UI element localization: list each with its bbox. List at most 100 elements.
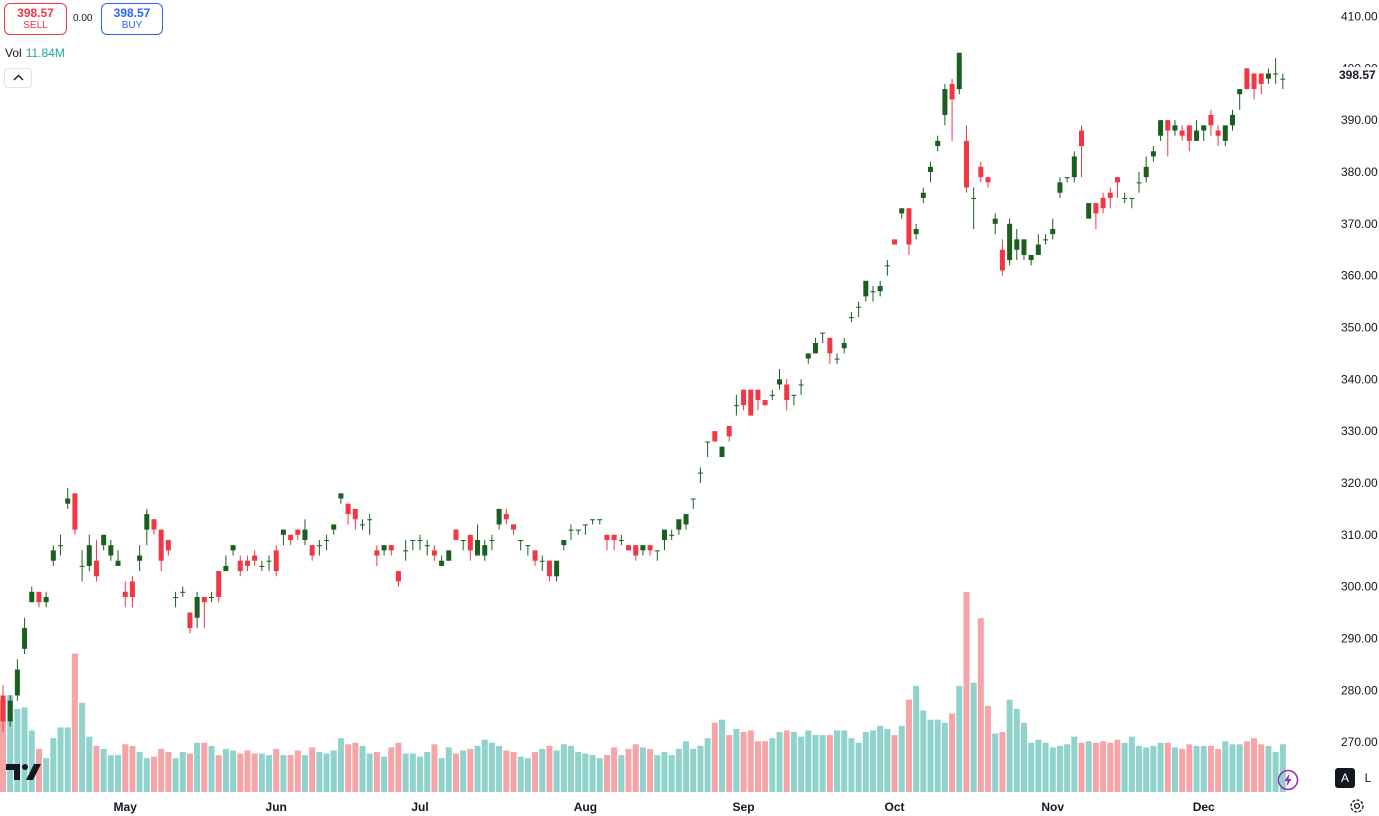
candle	[841, 337, 847, 354]
volume-bar	[632, 744, 639, 792]
candle	[7, 695, 13, 727]
candle	[173, 591, 179, 608]
volume-bar	[790, 732, 797, 792]
candle	[1129, 197, 1135, 209]
candle	[510, 524, 516, 535]
volume-bar	[510, 752, 517, 792]
candle	[1150, 146, 1156, 162]
candle	[856, 301, 862, 318]
sell-button[interactable]: 398.57 SELL	[4, 3, 67, 35]
volume-bar	[1064, 744, 1071, 792]
volume-bar	[927, 719, 934, 792]
candle	[1100, 192, 1106, 214]
price-tick-label: 290.00	[1341, 631, 1378, 645]
candle	[1107, 187, 1113, 209]
buy-label: BUY	[121, 20, 143, 31]
volume-bar	[186, 753, 193, 792]
volume-bar	[1114, 739, 1121, 792]
volume-bar	[381, 756, 388, 792]
candle	[575, 529, 581, 535]
candle	[86, 534, 92, 572]
volume-bar	[582, 753, 589, 792]
candle	[1007, 218, 1013, 266]
volume-bar	[1243, 741, 1250, 792]
volume-bar	[589, 755, 596, 792]
candle	[712, 431, 718, 442]
candle	[906, 208, 912, 255]
volume-bar	[488, 742, 495, 792]
candle	[1136, 171, 1142, 193]
volume-bar	[740, 732, 747, 792]
candle	[755, 389, 761, 411]
candle	[798, 379, 804, 395]
volume-bar	[668, 755, 675, 792]
candle	[360, 519, 365, 530]
candle	[22, 617, 28, 655]
lightning-icon[interactable]	[1277, 769, 1299, 791]
candle	[892, 239, 898, 245]
candle	[388, 545, 394, 556]
candle	[877, 280, 883, 297]
candle	[884, 260, 890, 276]
volume-bar	[934, 719, 941, 792]
candle	[115, 550, 121, 566]
tradingview-logo-icon[interactable]	[6, 762, 42, 782]
volume-bar	[467, 748, 474, 792]
candle	[1079, 125, 1084, 178]
candle	[827, 337, 833, 364]
last-price-label: 398.57	[1336, 67, 1379, 84]
candle	[1172, 120, 1178, 136]
auto-scale-button[interactable]: A	[1335, 768, 1355, 788]
volume-bar	[43, 758, 50, 792]
volume-bar	[115, 755, 122, 792]
volume-bar	[711, 722, 718, 792]
candle	[431, 545, 437, 561]
collapse-legend-button[interactable]	[4, 68, 32, 88]
candle	[554, 560, 560, 582]
sell-price: 398.57	[17, 6, 54, 20]
volume-bar	[913, 685, 920, 792]
candle	[812, 337, 818, 354]
candle	[209, 591, 215, 603]
settings-icon[interactable]	[1349, 798, 1365, 814]
candle	[1050, 218, 1056, 240]
price-tick-label: 270.00	[1341, 735, 1378, 749]
time-axis[interactable]: May Jun Jul Aug Sep Oct Nov Dec	[114, 800, 1216, 814]
volume-bar	[352, 742, 359, 792]
candle	[1057, 177, 1063, 198]
volume-legend[interactable]: Vol 11.84M	[5, 46, 65, 60]
price-axis[interactable]: 410.00400.00390.00380.00370.00360.00350.…	[1341, 10, 1378, 750]
volume-bar	[287, 755, 294, 792]
price-tick-label: 350.00	[1341, 320, 1378, 334]
volume-bar	[222, 748, 229, 792]
volume-bar	[438, 758, 445, 792]
candle	[1273, 57, 1279, 84]
volume-bar	[194, 742, 201, 792]
log-scale-button[interactable]: L	[1364, 771, 1372, 785]
candle	[302, 519, 308, 546]
volume-bar	[848, 738, 855, 792]
candle	[417, 534, 423, 551]
candle	[1143, 156, 1149, 183]
candle	[705, 441, 711, 458]
volume-bar	[201, 742, 208, 792]
volume-bar	[747, 730, 754, 792]
candle	[1064, 177, 1070, 183]
volume-bar	[50, 738, 57, 792]
volume-bar	[266, 755, 273, 792]
volume-bar	[1222, 741, 1229, 792]
buy-button[interactable]: 398.57 BUY	[101, 3, 163, 35]
candle	[36, 591, 42, 608]
volume-bar	[819, 735, 826, 792]
volume-bar	[301, 755, 308, 792]
volume-bar	[21, 707, 28, 792]
candle	[43, 591, 49, 608]
volume-bar	[532, 752, 539, 792]
candle	[395, 571, 401, 587]
volume-bar	[862, 732, 869, 792]
candle	[1028, 254, 1034, 266]
candle	[899, 208, 905, 219]
volume-bar	[136, 752, 143, 792]
candle	[259, 560, 265, 572]
